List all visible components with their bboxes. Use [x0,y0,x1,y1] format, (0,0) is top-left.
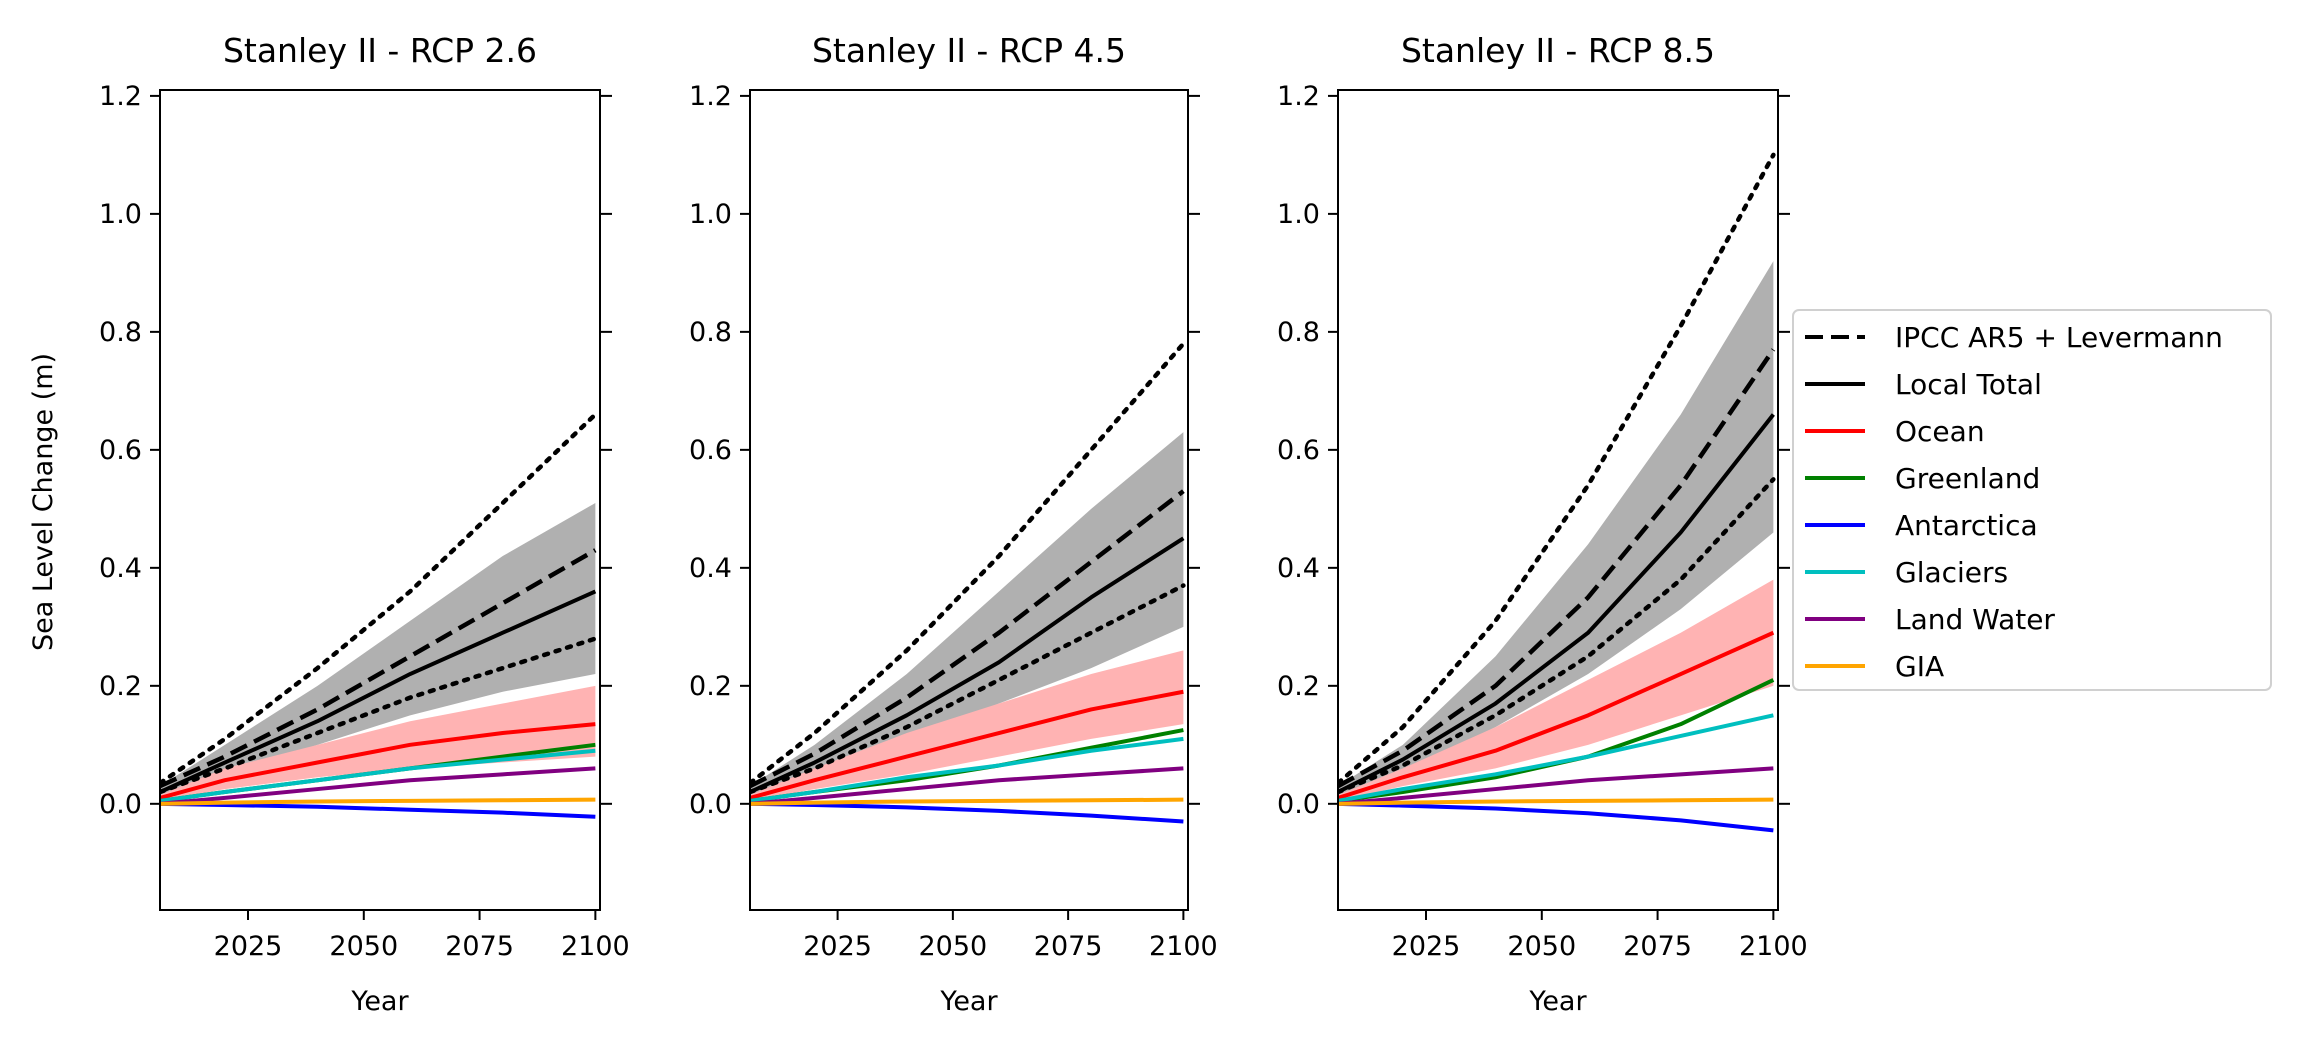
y-axis-label: Sea Level Change (m) [28,353,59,651]
x-axis-label: Year [1528,986,1587,1017]
x-tick-label: 2025 [1392,931,1461,962]
legend-label: Local Total [1895,368,2042,401]
axes-frame [159,89,601,911]
legend-label: GIA [1895,650,1944,683]
y-tick-label: 1.2 [99,81,142,112]
legend-item-land-water: Land Water [1805,603,2055,636]
y-tick-label: 1.0 [689,199,732,230]
legend-label: Glaciers [1895,556,2008,589]
panel-title: Stanley II - RCP 2.6 [223,31,537,70]
series-line-range-10 [750,583,1186,795]
x-tick-label: 2075 [445,931,514,962]
series-line-ocean [160,722,596,800]
legend-label: Antarctica [1895,509,2038,542]
y-tick-label: 0.8 [1277,317,1320,348]
series-line-glaciers [1338,713,1774,803]
series-line-antarctica [750,801,1184,824]
legend-item-local-total: Local Total [1805,368,2042,401]
y-tick-label: 1.2 [1277,81,1320,112]
series-line-antarctica [160,801,596,819]
legend-label: Greenland [1895,462,2040,495]
legend-item-greenland: Greenland [1805,462,2040,495]
y-tick-label: 0.0 [1277,789,1320,820]
plot-area [160,412,598,819]
x-tick-label: 2075 [1034,931,1103,962]
y-tick-label: 0.0 [689,789,732,820]
y-tick-label: 1.0 [1277,199,1320,230]
legend-item-ipcc-ar5-levermann: IPCC AR5 + Levermann [1805,321,2223,354]
y-tick-label: 0.4 [99,553,142,584]
series-line-antarctica [1338,801,1774,833]
x-axis-label: Year [939,986,998,1017]
legend-frame [1792,309,2272,691]
series-line-land-water [160,766,596,806]
panel-3: 0.0 0.2 0.4 0.6 0.8 1.0 1.2 2025 2050 2075 2100 Sta… [1277,31,1808,1017]
x-tick-label: 2075 [1623,931,1692,962]
series-line-ipcc-ar5-levermann [750,489,1185,789]
x-tick-label: 2100 [1739,931,1808,962]
x-axis-label: Year [350,986,409,1017]
axes-frame [749,89,1189,911]
y-tick-label: 0.2 [99,671,142,702]
legend-label: Ocean [1895,415,1985,448]
panel-title: Stanley II - RCP 8.5 [1401,31,1715,70]
series-line-glaciers [750,736,1184,803]
x-tick-label: 2050 [919,931,988,962]
series-line-land-water [1338,766,1774,806]
series-line-local-total [750,536,1185,794]
y-tick-label: 0.6 [1277,435,1320,466]
axes-frame [1337,89,1779,911]
series-line-range-9 [160,412,598,786]
legend-item-antarctica: Antarctica [1805,509,2038,542]
uncertainty-band-1 [160,502,596,795]
uncertainty-band-1 [750,432,1184,795]
y-tick-label: 0.4 [1277,553,1320,584]
series-line-ipcc-ar5-levermann [1338,348,1776,789]
panel-title: Stanley II - RCP 4.5 [812,31,1126,70]
legend-item-ocean: Ocean [1805,415,1985,448]
panel-1: 0.0 0.2 0.4 0.6 0.8 1.0 1.2 2025 2050 2075 2100 Sta… [99,31,630,1017]
y-tick-label: 0.2 [689,671,732,702]
x-tick-label: 2100 [561,931,630,962]
series-line-glaciers [160,748,596,803]
y-tick-label: 0.4 [689,553,732,584]
x-tick-label: 2025 [803,931,872,962]
legend-item-glaciers: Glaciers [1805,556,2008,589]
y-tick-label: 0.2 [1277,671,1320,702]
y-tick-label: 0.8 [689,317,732,348]
plot-area [750,341,1186,824]
y-tick-label: 0.6 [689,435,732,466]
x-tick-label: 2050 [329,931,398,962]
x-tick-label: 2025 [214,931,283,962]
uncertainty-band-2 [750,650,1184,801]
panel-2: 0.0 0.2 0.4 0.6 0.8 1.0 1.2 2025 2050 2075 2100 Sta… [689,31,1218,1017]
plot-area [1338,152,1776,833]
series-line-gia [1338,797,1774,806]
y-tick-label: 0.6 [99,435,142,466]
uncertainty-band-2 [1338,579,1774,801]
series-line-local-total [1338,413,1775,794]
x-tick-label: 2050 [1507,931,1576,962]
series-line-gia [750,797,1184,806]
series-line-range-10 [160,636,598,795]
series-line-gia [160,797,596,806]
legend: IPCC AR5 + Levermann Local Total Ocean Gree… [1792,309,2272,691]
legend-label: IPCC AR5 + Levermann [1895,321,2223,354]
series-line-ocean [1338,630,1775,800]
series-line-ocean [750,689,1184,800]
series-line-ipcc-ar5-levermann [160,548,597,789]
legend-item-gia: GIA [1805,650,1944,683]
y-tick-label: 1.2 [689,81,732,112]
series-line-range-10 [1338,477,1776,795]
series-line-range-9 [1338,152,1776,786]
series-line-land-water [750,766,1184,806]
y-tick-label: 0.8 [99,317,142,348]
y-tick-label: 0.0 [99,789,142,820]
legend-label: Land Water [1895,603,2055,636]
y-tick-label: 1.0 [99,199,142,230]
x-tick-label: 2100 [1149,931,1218,962]
series-line-local-total [160,589,597,794]
